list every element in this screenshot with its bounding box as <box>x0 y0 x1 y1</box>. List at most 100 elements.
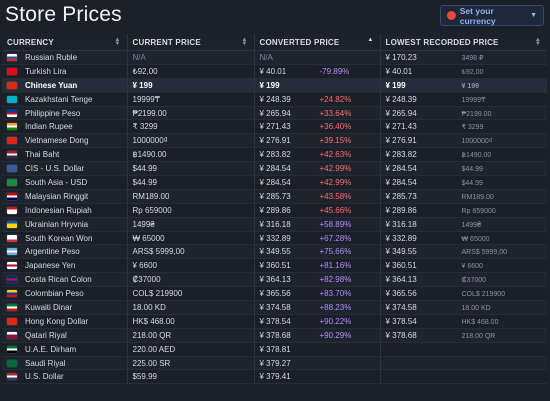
table-row[interactable]: Indian Rupee ₹ 3299 ¥ 271.43 +36.40% ¥ 271.4… <box>2 119 547 135</box>
sort-icon: ▲ ▼ <box>241 37 248 47</box>
lowest-price-local: ¥ 199 <box>461 82 480 90</box>
lowest-price-local: $44.99 <box>461 179 483 187</box>
table-row[interactable]: Argentine Peso ARS$ 5999,00 ¥ 349.55 +75.66… <box>2 244 547 260</box>
table-row[interactable]: Kuwaiti Dinar 18.00 KD ¥ 374.58 +88.23% ¥ 37… <box>2 300 547 315</box>
currency-cell: Qatari Riyal <box>2 328 127 343</box>
flag-icon <box>7 234 17 242</box>
table-row[interactable]: Colombian Peso COL$ 219900 ¥ 365.56 +83.70%… <box>2 286 547 302</box>
table-row[interactable]: Qatari Riyal 218.00 QR ¥ 378.68 +90.29% ¥ 37… <box>2 328 547 343</box>
table-row[interactable]: South Asia - USD $44.99 ¥ 284.54 +42.99% ¥ 2… <box>2 175 547 190</box>
lowest-price-converted: ¥ 248.39 <box>385 94 417 104</box>
lowest-price-cell: ¥ 265.94 ₱2199.00 <box>379 106 547 121</box>
table-row[interactable]: Saudi Riyal 225.00 SR ¥ 379.27 <box>2 356 547 371</box>
table-row[interactable]: CIS - U.S. Dollar $44.99 ¥ 284.54 +42.99% ¥ … <box>2 161 547 177</box>
converted-price-value: ¥ 379.27 <box>259 358 291 368</box>
currency-name: U.A.E. Dirham <box>25 344 77 354</box>
converted-price-value: ¥ 199 <box>259 80 280 90</box>
table-row[interactable]: U.A.E. Dirham 220.00 AED ¥ 378.81 <box>2 342 547 357</box>
table-row[interactable]: Indonesian Rupiah Rp 659000 ¥ 289.86 +45.66… <box>2 203 547 218</box>
price-difference-percent: +33.64% <box>319 108 352 118</box>
current-price-cell: ₱2199.00 <box>126 106 254 121</box>
converted-price-cell: ¥ 283.82 +42.63% <box>253 147 380 163</box>
column-header-current-price[interactable]: CURRENT PRICE ▲ ▼ <box>126 34 254 51</box>
converted-price-value: ¥ 289.86 <box>259 205 291 215</box>
price-difference-percent: -79.89% <box>319 66 350 76</box>
table-row[interactable]: Thai Baht ฿1490.00 ¥ 283.82 +42.63% ¥ 283.82… <box>2 147 547 163</box>
flag-icon <box>7 331 17 339</box>
price-difference-percent: +39.15% <box>319 136 352 146</box>
currency-name: Indian Rupee <box>25 122 73 132</box>
page-title: Store Prices <box>5 3 122 26</box>
lowest-price-local: $44.99 <box>461 166 483 174</box>
column-header-currency[interactable]: CURRENCY ▲ ▼ <box>2 34 127 51</box>
currency-name: Kuwaiti Dinar <box>25 302 73 312</box>
converted-price-value: ¥ 378.68 <box>259 330 291 340</box>
flag-icon <box>7 67 17 75</box>
flag-icon <box>7 165 17 173</box>
converted-price-cell: ¥ 378.81 <box>253 342 380 357</box>
price-difference-percent: +90.29% <box>319 330 352 340</box>
current-price-cell: 1499₴ <box>126 217 254 232</box>
current-price-cell: $44.99 <box>126 161 254 177</box>
table-row[interactable]: South Korean Won ₩ 65000 ¥ 332.89 +67.28% ¥ … <box>2 231 547 246</box>
table-row[interactable]: Chinese Yuan ¥ 199 ¥ 199 ¥ 199 ¥ 199 <box>2 78 547 93</box>
lowest-price-local: 218.00 QR <box>461 332 496 340</box>
column-header-lowest-price[interactable]: LOWEST RECORDED PRICE ▲ ▼ <box>379 34 547 51</box>
converted-price-value: ¥ 378.81 <box>259 344 291 354</box>
lowest-price-converted: ¥ 265.94 <box>385 108 417 118</box>
lowest-price-converted: ¥ 378.54 <box>385 316 417 326</box>
converted-price-value: ¥ 276.91 <box>259 136 291 146</box>
currency-cell: Russian Ruble <box>2 50 127 65</box>
table-row[interactable]: Russian Ruble N/A N/A ¥ 170.23 3498 ₽ <box>2 50 547 65</box>
converted-price-value: ¥ 40.01 <box>259 66 287 76</box>
lowest-price-converted: ¥ 316.18 <box>385 219 417 229</box>
column-header-converted-price[interactable]: CONVERTED PRICE ▲ <box>253 34 380 51</box>
currency-cell: Saudi Riyal <box>2 356 127 371</box>
lowest-price-cell: ¥ 248.39 19999₸ <box>379 92 547 107</box>
table-row[interactable]: Malaysian Ringgit RM189.00 ¥ 285.73 +43.58%… <box>2 189 547 204</box>
currency-name: Ukrainian Hryvnia <box>25 219 89 229</box>
converted-price-value: ¥ 271.43 <box>259 122 291 132</box>
table-header-row: CURRENCY ▲ ▼ CURRENT PRICE ▲ ▼ CONVERTED P… <box>2 34 547 51</box>
converted-price-cell: ¥ 265.94 +33.64% <box>253 106 380 121</box>
currency-name: Costa Rican Colon <box>25 275 92 285</box>
lowest-price-local: ₩ 65000 <box>461 235 490 243</box>
lowest-price-cell: ¥ 289.86 Rp 659000 <box>379 203 547 218</box>
table-row[interactable]: Turkish Lira ₺92,00 ¥ 40.01 -79.89% ¥ 40.01 ₺… <box>2 64 547 79</box>
table-row[interactable]: Kazakhstani Tenge 19999₸ ¥ 248.39 +24.82% ¥ … <box>2 92 547 107</box>
current-price-cell: 218.00 QR <box>126 328 254 343</box>
flag-icon <box>7 109 17 117</box>
converted-price-value: ¥ 379.41 <box>259 372 291 382</box>
flag-icon <box>7 276 17 284</box>
table-row[interactable]: Philippine Peso ₱2199.00 ¥ 265.94 +33.64% ¥ … <box>2 106 547 121</box>
converted-price-value: ¥ 378.54 <box>259 316 291 326</box>
table-row[interactable]: Japanese Yen ¥ 6600 ¥ 360.51 +81.16% ¥ 360.5… <box>2 258 547 274</box>
converted-price-value: ¥ 248.39 <box>259 94 291 104</box>
currency-name: Chinese Yuan <box>25 80 78 90</box>
table-row[interactable]: U.S. Dollar $59.99 ¥ 379.41 <box>2 369 547 385</box>
table-row[interactable]: Vietnamese Dong 1000000₫ ¥ 276.91 +39.15% ¥ … <box>2 133 547 149</box>
current-price-cell: COL$ 219900 <box>126 286 254 302</box>
flag-icon <box>7 345 17 353</box>
lowest-price-cell: ¥ 378.68 218.00 QR <box>379 328 547 343</box>
lowest-price-local: ₡37000 <box>461 277 487 285</box>
lowest-price-converted: ¥ 276.91 <box>385 136 417 146</box>
current-price-header-label: CURRENT PRICE <box>132 37 201 47</box>
table-row[interactable]: Hong Kong Dollar HK$ 468.00 ¥ 378.54 +90.22… <box>2 314 547 329</box>
lowest-price-local: RM189.00 <box>461 193 494 201</box>
set-currency-button[interactable]: Set your currency ▼ <box>440 5 544 26</box>
current-price-cell: $59.99 <box>126 369 254 385</box>
currency-cell: South Asia - USD <box>2 175 127 190</box>
table-row[interactable]: Ukrainian Hryvnia 1499₴ ¥ 316.18 +58.89% ¥ 3… <box>2 217 547 232</box>
lowest-price-converted: ¥ 284.54 <box>385 177 417 187</box>
lowest-price-converted: ¥ 360.51 <box>385 261 417 271</box>
price-difference-percent: +83.70% <box>319 289 352 299</box>
lowest-price-cell: ¥ 199 ¥ 199 <box>379 78 547 93</box>
table-row[interactable]: Costa Rican Colon ₡37000 ¥ 364.13 +82.98% ¥ … <box>2 272 547 288</box>
current-price-cell: Rp 659000 <box>126 203 254 218</box>
current-price-cell: ฿1490.00 <box>126 147 254 163</box>
converted-price-cell: ¥ 284.54 +42.99% <box>253 161 380 177</box>
lowest-price-local: ₺92,00 <box>461 68 484 76</box>
converted-price-cell: ¥ 349.55 +75.66% <box>253 244 380 260</box>
converted-price-value: ¥ 265.94 <box>259 108 291 118</box>
